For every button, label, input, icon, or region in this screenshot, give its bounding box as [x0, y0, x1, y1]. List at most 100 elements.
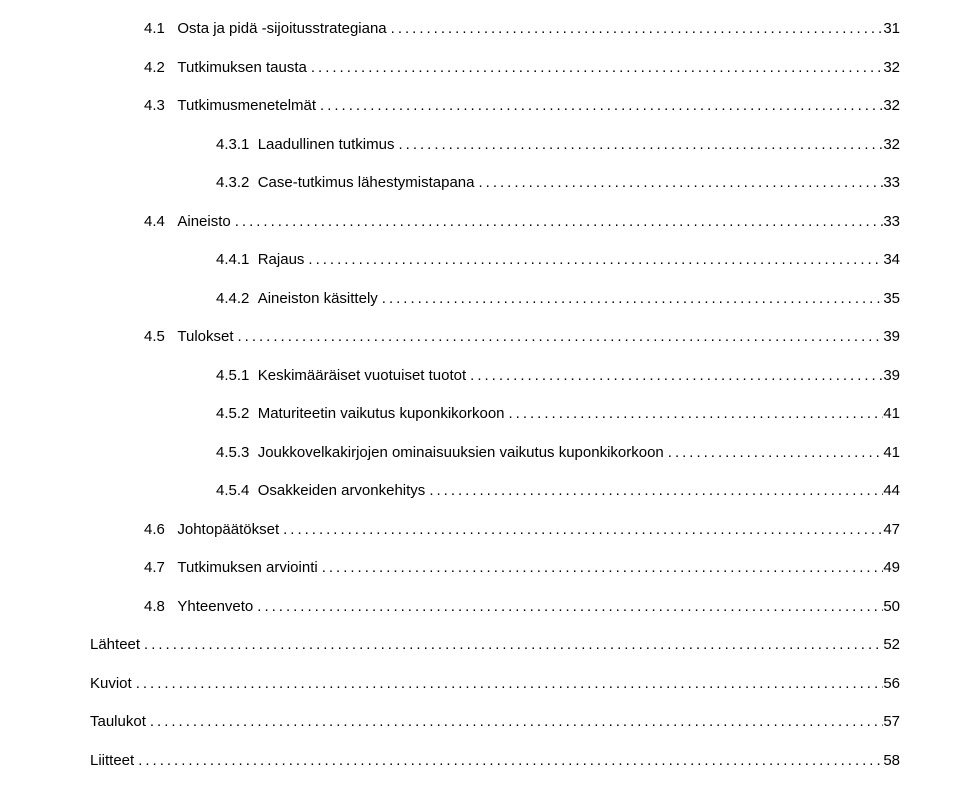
toc-entry: 4.3.2 Case-tutkimus lähestymistapana....… [90, 172, 900, 195]
toc-entry-label: Lähteet [90, 634, 140, 657]
toc-entry-number: 4.4.1 [216, 249, 249, 272]
toc-entry-gap [165, 95, 178, 118]
toc-entry-label: Aineiston käsittely [258, 288, 378, 311]
toc-entry-page: 32 [883, 95, 900, 118]
toc-entry-page: 52 [883, 634, 900, 657]
toc-entry: Taulukot................................… [90, 711, 900, 734]
toc-entry-page: 35 [883, 288, 900, 311]
toc-entry-page: 44 [883, 480, 900, 503]
toc-leader-dots: ........................................… [394, 134, 883, 157]
toc-entry-gap [249, 288, 257, 311]
toc-leader-dots: ........................................… [146, 711, 883, 734]
toc-entry: 4.2 Tutkimuksen tausta..................… [90, 57, 900, 80]
toc-entry-label: Tulokset [177, 326, 233, 349]
toc-entry-number: 4.3.2 [216, 172, 249, 195]
toc-entry-number: 4.5.1 [216, 365, 249, 388]
toc-leader-dots: ........................................… [316, 95, 883, 118]
table-of-contents: 4.1 Osta ja pidä -sijoitusstrategiana...… [0, 0, 960, 806]
toc-entry-gap [165, 326, 178, 349]
toc-leader-dots: ........................................… [378, 288, 884, 311]
toc-leader-dots: ........................................… [134, 750, 883, 773]
toc-entry-number: 4.5.4 [216, 480, 249, 503]
toc-leader-dots: ........................................… [253, 596, 883, 619]
toc-entry-label: Taulukot [90, 711, 146, 734]
toc-entry: 4.5.3 Joukkovelkakirjojen ominaisuuksien… [90, 442, 900, 465]
toc-entry-gap [165, 519, 178, 542]
toc-entry-gap [165, 557, 178, 580]
toc-entry-page: 39 [883, 365, 900, 388]
toc-entry-label: Kuviot [90, 673, 132, 696]
toc-entry-label: Tutkimusmenetelmät [177, 95, 316, 118]
toc-entry-page: 32 [883, 57, 900, 80]
toc-leader-dots: ........................................… [140, 634, 883, 657]
toc-entry-label: Osta ja pidä -sijoitusstrategiana [177, 18, 386, 41]
toc-entry-gap [249, 249, 257, 272]
toc-leader-dots: ........................................… [231, 211, 884, 234]
toc-entry-page: 41 [883, 442, 900, 465]
toc-entry-number: 4.4.2 [216, 288, 249, 311]
toc-entry-page: 39 [883, 326, 900, 349]
toc-leader-dots: ........................................… [387, 18, 884, 41]
toc-entry-page: 33 [883, 172, 900, 195]
toc-entry-page: 56 [883, 673, 900, 696]
toc-entry-label: Johtopäätökset [177, 519, 279, 542]
toc-entry: 4.5.1 Keskimääräiset vuotuiset tuotot...… [90, 365, 900, 388]
toc-leader-dots: ........................................… [132, 673, 884, 696]
toc-entry-gap [249, 403, 257, 426]
toc-entry-number: 4.4 [144, 211, 165, 234]
toc-entry-label: Laadullinen tutkimus [258, 134, 395, 157]
toc-entry: Liitteet................................… [90, 750, 900, 773]
toc-entry-page: 58 [883, 750, 900, 773]
toc-entry: 4.3 Tutkimusmenetelmät..................… [90, 95, 900, 118]
toc-entry: 4.4.1 Rajaus............................… [90, 249, 900, 272]
toc-leader-dots: ........................................… [474, 172, 883, 195]
toc-entry-number: 4.2 [144, 57, 165, 80]
toc-leader-dots: ........................................… [318, 557, 884, 580]
toc-entry-label: Case-tutkimus lähestymistapana [258, 172, 475, 195]
toc-entry-number: 4.3 [144, 95, 165, 118]
toc-entry: 4.6 Johtopäätökset......................… [90, 519, 900, 542]
toc-entry: Kuviot..................................… [90, 673, 900, 696]
toc-entry-number: 4.8 [144, 596, 165, 619]
toc-entry-page: 34 [883, 249, 900, 272]
toc-entry-label: Keskimääräiset vuotuiset tuotot [258, 365, 466, 388]
toc-entry-page: 57 [883, 711, 900, 734]
toc-entry: 4.8 Yhteenveto..........................… [90, 596, 900, 619]
toc-leader-dots: ........................................… [279, 519, 883, 542]
toc-entry-number: 4.1 [144, 18, 165, 41]
toc-entry-gap [249, 480, 257, 503]
toc-entry: 4.1 Osta ja pidä -sijoitusstrategiana...… [90, 18, 900, 41]
toc-entry-gap [165, 18, 178, 41]
toc-entry-gap [249, 365, 257, 388]
toc-entry-gap [249, 134, 257, 157]
toc-entry-gap [165, 211, 178, 234]
toc-entry-label: Maturiteetin vaikutus kuponkikorkoon [258, 403, 505, 426]
toc-leader-dots: ........................................… [307, 57, 883, 80]
toc-entry-number: 4.6 [144, 519, 165, 542]
toc-entry-number: 4.3.1 [216, 134, 249, 157]
toc-entry-label: Liitteet [90, 750, 134, 773]
toc-leader-dots: ........................................… [425, 480, 883, 503]
toc-entry-page: 41 [883, 403, 900, 426]
toc-leader-dots: ........................................… [234, 326, 884, 349]
toc-entry-gap [165, 596, 178, 619]
toc-entry: 4.3.1 Laadullinen tutkimus..............… [90, 134, 900, 157]
toc-entry-page: 50 [883, 596, 900, 619]
toc-entry: 4.4.2 Aineiston käsittely...............… [90, 288, 900, 311]
toc-entry-gap [249, 442, 257, 465]
toc-entry-gap [249, 172, 257, 195]
toc-entry-label: Rajaus [258, 249, 305, 272]
toc-entry-label: Yhteenveto [177, 596, 253, 619]
toc-leader-dots: ........................................… [505, 403, 884, 426]
toc-entry-page: 49 [883, 557, 900, 580]
toc-entry-number: 4.5.3 [216, 442, 249, 465]
toc-entry: 4.5 Tulokset............................… [90, 326, 900, 349]
toc-entry: 4.5.2 Maturiteetin vaikutus kuponkikorko… [90, 403, 900, 426]
toc-entry-number: 4.7 [144, 557, 165, 580]
toc-entry-label: Tutkimuksen arviointi [177, 557, 317, 580]
toc-leader-dots: ........................................… [466, 365, 883, 388]
toc-entry: 4.5.4 Osakkeiden arvonkehitys...........… [90, 480, 900, 503]
toc-entry-number: 4.5 [144, 326, 165, 349]
toc-entry-gap [165, 57, 178, 80]
toc-entry-page: 33 [883, 211, 900, 234]
